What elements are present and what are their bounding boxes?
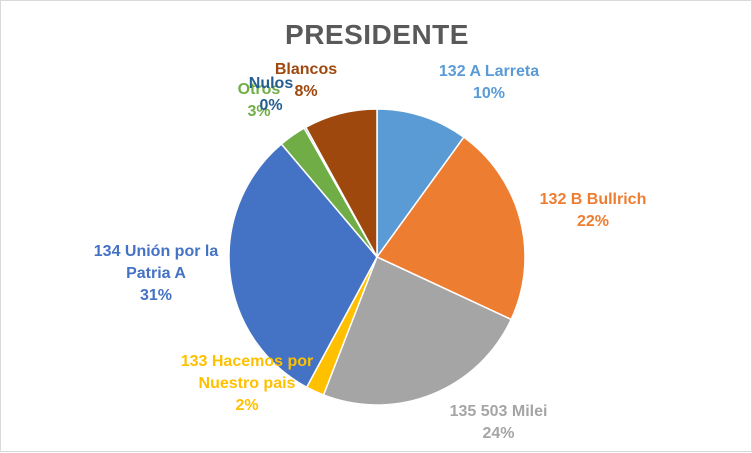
pie-slice-2 bbox=[322, 255, 513, 406]
slice-label-larreta: 132 A Larreta 10% bbox=[419, 61, 559, 105]
slice-label-bullrich: 132 B Bullrich 22% bbox=[523, 189, 663, 233]
slice-label-nulos-name: Nulos bbox=[248, 75, 294, 92]
pie-slice-0 bbox=[376, 108, 465, 260]
slice-label-union-name: 134 Unión por la Patria A bbox=[93, 243, 219, 282]
slice-label-blancos-pct: 8% bbox=[294, 83, 318, 100]
slice-label-otros: Otros 3% bbox=[229, 79, 289, 123]
slice-label-otros-name: Otros bbox=[237, 81, 281, 98]
slice-label-milei-pct: 24% bbox=[482, 425, 515, 442]
slice-label-blancos: Blancos 8% bbox=[266, 59, 346, 103]
slice-label-larreta-pct: 10% bbox=[472, 85, 506, 102]
slice-label-milei-name: 135 503 Milei bbox=[449, 403, 548, 420]
slice-label-blancos-name: Blancos bbox=[274, 61, 338, 78]
slice-label-nulos: Nulos 0% bbox=[241, 73, 301, 117]
slice-label-union-pct: 31% bbox=[139, 287, 173, 304]
slice-label-larreta-name: 132 A Larreta bbox=[438, 63, 540, 80]
slice-label-hacemos: 133 Hacemos por Nuestro pais 2% bbox=[177, 351, 317, 417]
slice-label-hacemos-pct: 2% bbox=[235, 397, 259, 414]
pie-slice-7 bbox=[304, 108, 378, 258]
slice-label-hacemos-name: 133 Hacemos por Nuestro pais bbox=[180, 353, 314, 392]
slice-label-nulos-pct: 0% bbox=[259, 97, 283, 114]
slice-label-bullrich-pct: 22% bbox=[576, 213, 610, 230]
slice-label-otros-pct: 3% bbox=[247, 103, 271, 120]
slice-label-milei: 135 503 Milei 24% bbox=[421, 401, 576, 445]
pie-slice-4 bbox=[228, 142, 378, 389]
slice-label-union: 134 Unión por la Patria A 31% bbox=[81, 241, 231, 307]
chart-title: PRESIDENTE bbox=[285, 19, 469, 50]
slice-label-bullrich-name: 132 B Bullrich bbox=[539, 191, 647, 208]
